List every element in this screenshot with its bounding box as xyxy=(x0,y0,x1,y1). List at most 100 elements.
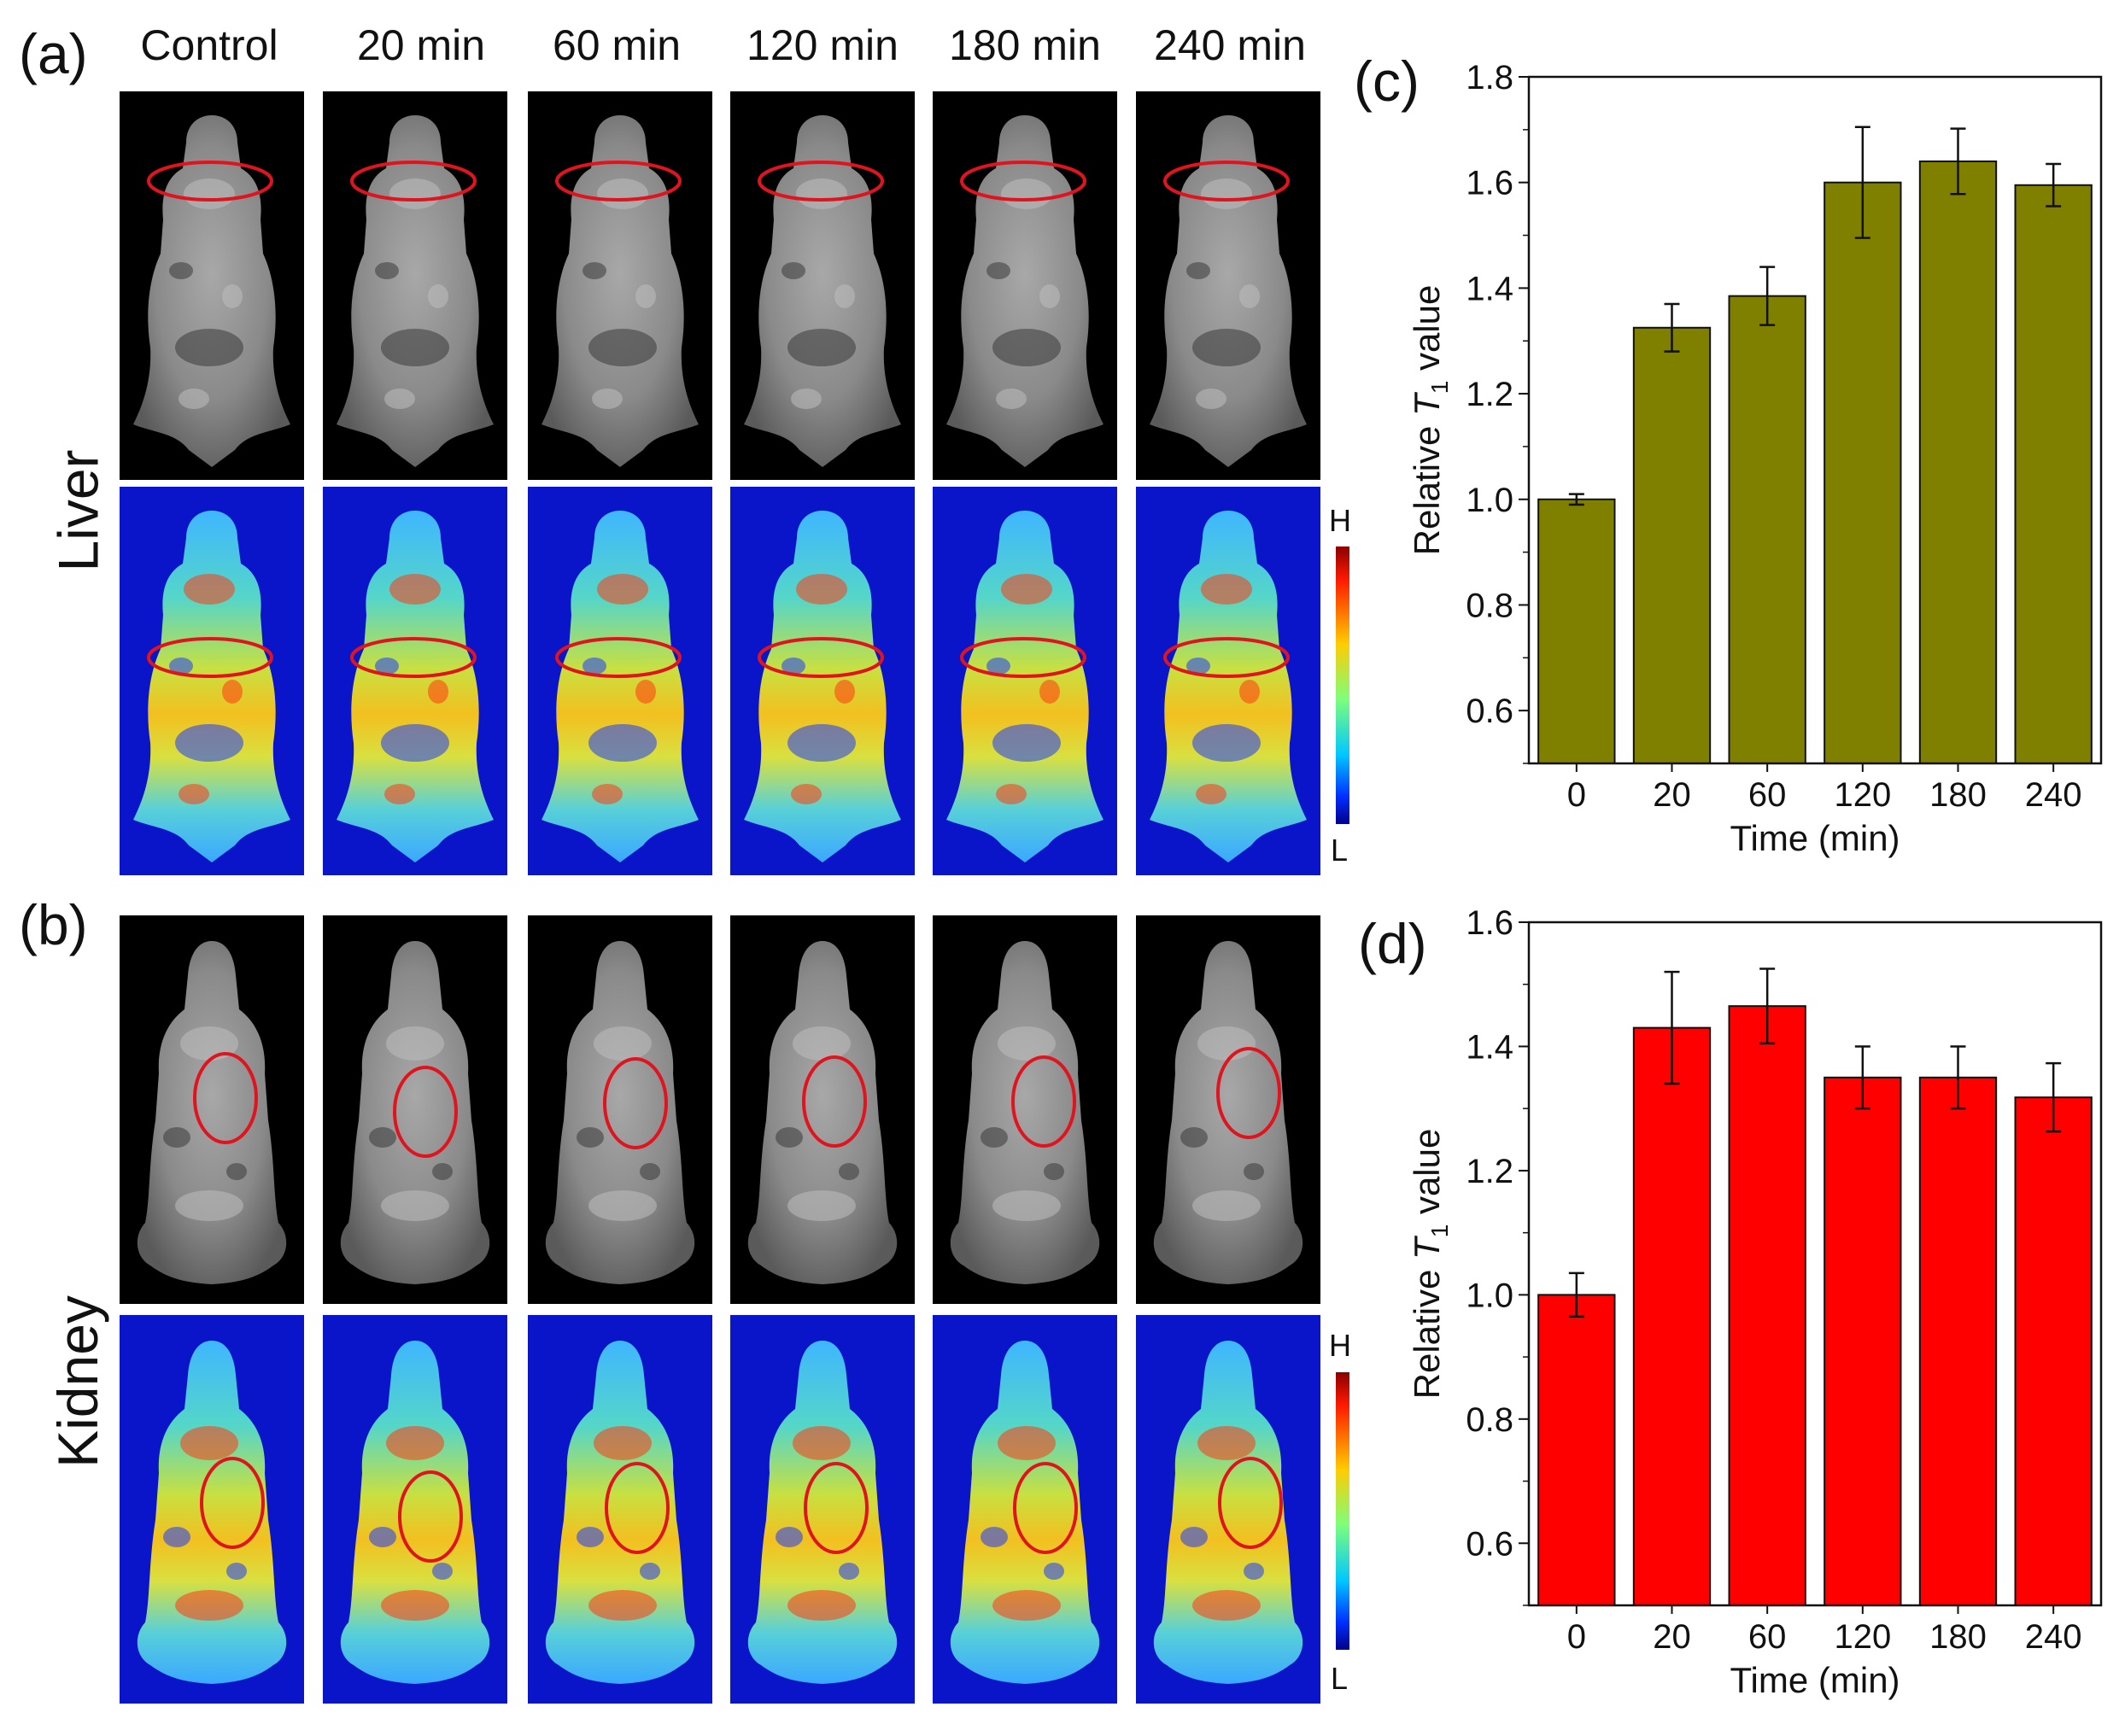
roi-circle xyxy=(200,1457,265,1549)
bar-120 xyxy=(1824,1076,1902,1606)
liver-colorbar-low-label: L xyxy=(1331,833,1349,868)
chart-liver-relative-t1: 0 20 60 120 180 240 0.6 0.8 1.0 1.2 1.4 1.6 1.8 Time … xyxy=(1407,59,2103,858)
y-tick-label: 1.0 xyxy=(1466,1277,1513,1314)
mri-grayscale-kidney-60min xyxy=(528,915,712,1304)
row-label-kidney: Kidney xyxy=(45,1295,109,1468)
y-axis-title: Relative T1 value xyxy=(1407,1129,1453,1400)
y-tick-label: 0.6 xyxy=(1466,693,1513,730)
x-tick-label: 20 xyxy=(1653,1618,1691,1656)
bar-60 xyxy=(1728,1005,1806,1606)
roi-circle xyxy=(193,1052,258,1144)
plot-frame xyxy=(1527,921,2103,1607)
roi-circle xyxy=(758,161,884,202)
x-tick-label: 240 xyxy=(2025,1618,2082,1656)
y-tick-label: 1.4 xyxy=(1466,270,1513,307)
roi-circle xyxy=(555,161,682,202)
mri-heatmap-liver-20min xyxy=(323,487,507,875)
mri-heatmap-kidney-240min xyxy=(1136,1315,1320,1704)
x-tick-label: 60 xyxy=(1748,776,1787,814)
column-label-control: Control xyxy=(140,21,278,69)
roi-circle xyxy=(350,161,477,202)
y-tick-label: 0.6 xyxy=(1466,1525,1513,1563)
roi-circle xyxy=(605,1462,670,1554)
panel-label-c: (c) xyxy=(1354,50,1420,113)
roi-circle xyxy=(1163,637,1290,678)
x-tick-label: 120 xyxy=(1834,1618,1891,1656)
roi-circle xyxy=(802,1055,867,1148)
kidney-colorbar-high-label: H xyxy=(1329,1328,1351,1363)
y-axis-title: Relative T1 value xyxy=(1407,285,1453,556)
column-label-240min: 240 min xyxy=(1154,21,1306,69)
mri-grayscale-liver-control xyxy=(120,91,304,480)
mri-grayscale-liver-20min xyxy=(323,91,507,480)
mri-grayscale-liver-180min xyxy=(933,91,1117,480)
x-tick-label: 240 xyxy=(2025,776,2082,814)
roi-circle xyxy=(393,1066,458,1158)
column-label-60min: 60 min xyxy=(552,21,682,69)
roi-circle xyxy=(1216,1047,1281,1139)
roi-circle xyxy=(804,1462,869,1554)
mri-heatmap-liver-control xyxy=(120,487,304,875)
roi-circle xyxy=(1163,161,1290,202)
x-axis-title: Time (min) xyxy=(1730,1660,1900,1700)
roi-circle xyxy=(350,637,477,678)
mri-heatmap-kidney-120min xyxy=(730,1315,915,1704)
mri-heatmap-kidney-180min xyxy=(933,1315,1117,1704)
panel-label-d: (d) xyxy=(1358,912,1427,975)
mri-heatmap-liver-60min xyxy=(528,487,712,875)
roi-circle xyxy=(147,637,273,678)
bar-180 xyxy=(1918,160,1998,764)
bar-20 xyxy=(1632,326,1712,764)
x-tick-label: 60 xyxy=(1748,1618,1787,1656)
roi-circle xyxy=(398,1470,463,1563)
kidney-colorbar-low-label: L xyxy=(1331,1661,1349,1696)
bar-20 xyxy=(1632,1026,1712,1607)
y-tick-label: 1.8 xyxy=(1466,59,1513,96)
panel-label-b: (b) xyxy=(19,893,88,956)
roi-circle xyxy=(603,1057,668,1149)
bar-240 xyxy=(2014,184,2093,765)
x-tick-label: 0 xyxy=(1567,776,1586,814)
y-tick-label: 0.8 xyxy=(1466,587,1513,624)
mri-heatmap-liver-120min xyxy=(730,487,915,875)
mri-heatmap-kidney-20min xyxy=(323,1315,507,1704)
mri-grayscale-liver-60min xyxy=(528,91,712,480)
mri-grayscale-kidney-180min xyxy=(933,915,1117,1304)
y-tick-label: 1.4 xyxy=(1466,1028,1513,1066)
kidney-colorbar xyxy=(1336,1372,1349,1650)
x-tick-label: 20 xyxy=(1653,776,1691,814)
y-tick-label: 1.6 xyxy=(1466,904,1513,942)
x-tick-label: 0 xyxy=(1567,1618,1586,1656)
y-tick-label: 1.6 xyxy=(1466,165,1513,202)
bar-180 xyxy=(1918,1076,1998,1606)
mri-grayscale-liver-120min xyxy=(730,91,915,480)
bar-60 xyxy=(1728,295,1806,764)
chart-kidney-relative-t1: 0 20 60 120 180 240 0.6 0.8 1.0 1.2 1.4 1.6 Time (mi… xyxy=(1407,904,2103,1700)
roi-circle xyxy=(960,637,1086,678)
mri-grayscale-kidney-240min xyxy=(1136,915,1320,1304)
column-label-20min: 20 min xyxy=(356,21,486,69)
liver-colorbar xyxy=(1336,547,1349,824)
column-label-180min: 180 min xyxy=(949,21,1101,69)
mri-heatmap-liver-180min xyxy=(933,487,1117,875)
x-tick-label: 180 xyxy=(1929,1618,1987,1656)
roi-circle xyxy=(960,161,1086,202)
bar-0 xyxy=(1537,1294,1616,1606)
roi-circle xyxy=(1218,1457,1283,1549)
roi-circle xyxy=(555,637,682,678)
roi-circle xyxy=(147,161,273,202)
bar-0 xyxy=(1537,498,1616,764)
liver-colorbar-high-label: H xyxy=(1329,503,1351,538)
bar-240 xyxy=(2014,1096,2093,1607)
mri-heatmap-kidney-control xyxy=(120,1315,304,1704)
roi-circle xyxy=(1011,1055,1076,1148)
plot-frame xyxy=(1527,75,2103,765)
y-tick-label: 0.8 xyxy=(1466,1401,1513,1439)
mri-heatmap-kidney-60min xyxy=(528,1315,712,1704)
mri-heatmap-liver-240min xyxy=(1136,487,1320,875)
x-tick-label: 120 xyxy=(1834,776,1891,814)
row-label-liver: Liver xyxy=(46,449,110,572)
y-tick-label: 1.2 xyxy=(1466,376,1513,413)
y-tick-label: 1.0 xyxy=(1466,482,1513,519)
mri-grayscale-kidney-control xyxy=(120,915,304,1304)
